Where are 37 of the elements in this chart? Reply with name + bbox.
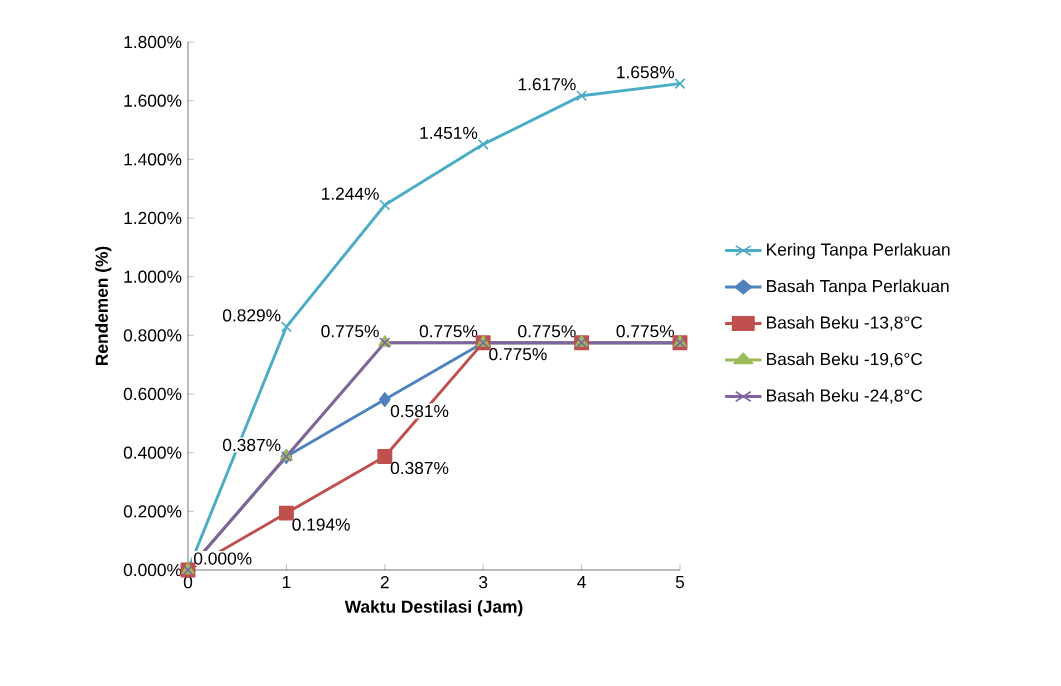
data-label: 0.829% (222, 309, 281, 322)
x-tick-label: 3 (479, 576, 488, 589)
y-tick-label: 1.000% (124, 270, 182, 283)
data-label: 0.775% (419, 325, 478, 338)
legend-label: Basah Beku -13,8°C (767, 315, 923, 331)
data-label: 0.387% (390, 461, 449, 475)
x-axis-title: Waktu Destilasi (Jam) (344, 600, 523, 617)
y-tick-label: 0.800% (123, 329, 182, 342)
data-label: 0.581% (390, 404, 449, 418)
y-axis-title: Rendemen (%) (95, 246, 112, 366)
legend-label: Basah Tanpa Perlakuan (767, 279, 949, 296)
data-label: 0.775% (489, 347, 547, 361)
data-label: 0.387% (222, 438, 281, 452)
y-tick-label: 1.600% (124, 94, 182, 107)
data-label: 0.775% (518, 325, 576, 338)
legend-label: Basah Beku -24,8°C (767, 388, 923, 404)
y-tick-label: 0.000% (123, 563, 182, 577)
x-tick-label: 1 (282, 576, 291, 588)
data-label: 0.000% (194, 552, 252, 565)
data-label: 1.244% (322, 187, 379, 200)
y-tick-label: 1.200% (124, 211, 182, 225)
y-tick-label: 0.200% (123, 505, 182, 518)
data-label: 1.658% (617, 66, 675, 79)
x-tick-label: 5 (675, 576, 685, 589)
y-tick-label: 0.400% (123, 446, 182, 459)
data-label: 0.775% (321, 325, 379, 338)
x-tick-label: 2 (380, 576, 389, 589)
x-tick-label: 4 (577, 576, 586, 588)
y-tick-label: 1.400% (124, 153, 182, 166)
legend-label: Basah Beku -19,6°C (767, 352, 923, 368)
y-tick-label: 0.600% (123, 387, 182, 401)
data-label: 1.451% (420, 126, 478, 140)
y-tick-label: 1.800% (124, 35, 182, 49)
legend-label: Kering Tanpa Perlakuan (767, 242, 950, 260)
data-label: 1.617% (518, 78, 576, 91)
data-label: 0.775% (616, 325, 675, 338)
data-label: 0.194% (292, 518, 350, 531)
